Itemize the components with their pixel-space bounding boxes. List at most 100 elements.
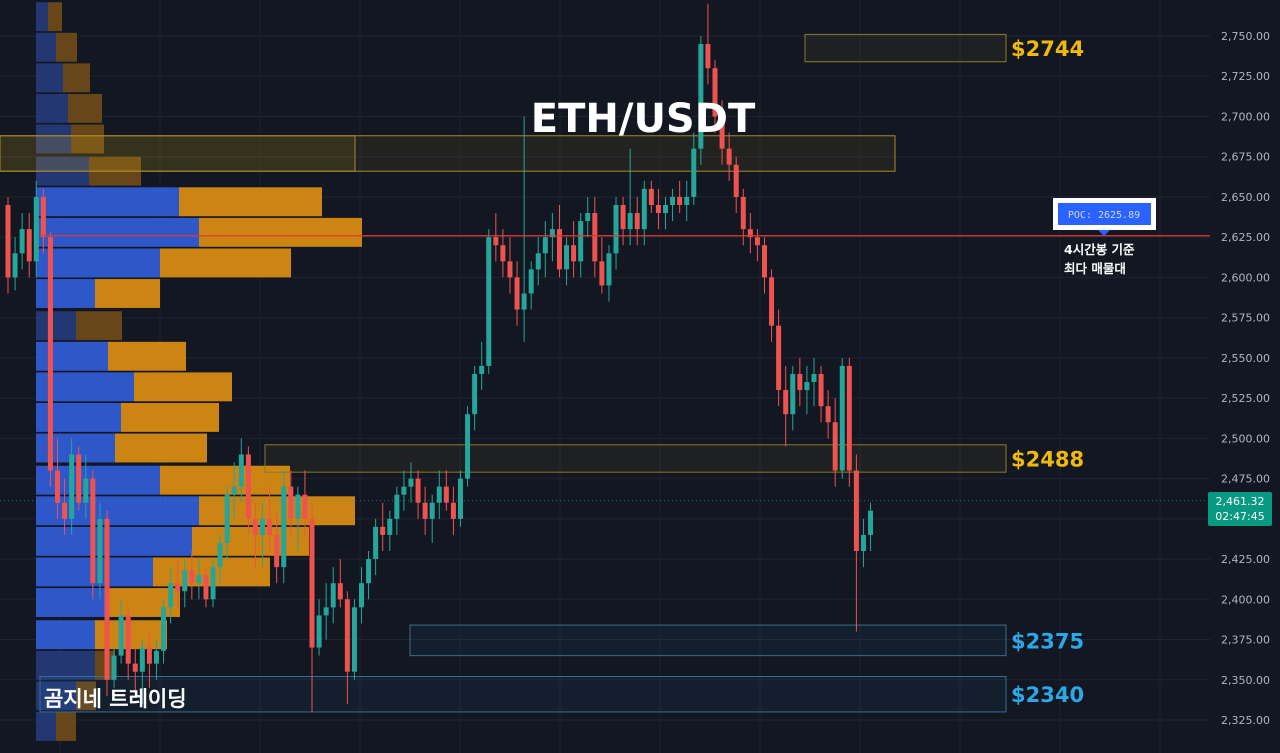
candle[interactable]	[592, 196, 598, 278]
candle[interactable]	[69, 438, 75, 535]
candle[interactable]	[118, 599, 124, 664]
candle[interactable]	[514, 261, 520, 326]
candle[interactable]	[5, 196, 11, 294]
candle[interactable]	[648, 180, 654, 214]
candle[interactable]	[309, 502, 315, 712]
candle[interactable]	[189, 551, 195, 600]
candle[interactable]	[712, 60, 718, 133]
candle[interactable]	[606, 245, 612, 302]
candle[interactable]	[670, 188, 676, 222]
candle[interactable]	[868, 502, 874, 552]
candle[interactable]	[535, 237, 541, 286]
candle[interactable]	[316, 599, 322, 656]
candle[interactable]	[571, 221, 577, 278]
candle[interactable]	[860, 518, 866, 568]
candlesticks[interactable]	[5, 3, 874, 712]
candle[interactable]	[245, 446, 251, 535]
candle[interactable]	[281, 470, 287, 584]
candle[interactable]	[54, 438, 60, 519]
candle[interactable]	[125, 607, 131, 680]
candle[interactable]	[302, 470, 308, 535]
candle[interactable]	[479, 341, 485, 391]
candle[interactable]	[465, 406, 471, 487]
candle[interactable]	[818, 365, 824, 423]
candle[interactable]	[401, 470, 407, 511]
candle[interactable]	[578, 213, 584, 278]
candle[interactable]	[153, 639, 159, 680]
candle[interactable]	[260, 502, 266, 568]
candle[interactable]	[733, 156, 739, 214]
candle[interactable]	[373, 518, 379, 576]
candle[interactable]	[564, 237, 570, 286]
candle[interactable]	[450, 486, 456, 535]
candle[interactable]	[203, 567, 209, 608]
candle[interactable]	[295, 486, 301, 552]
candle[interactable]	[97, 502, 103, 600]
candle[interactable]	[691, 132, 697, 205]
candle[interactable]	[634, 196, 640, 246]
candle[interactable]	[90, 470, 96, 600]
candle[interactable]	[620, 196, 626, 246]
candle[interactable]	[839, 357, 845, 479]
candle[interactable]	[790, 365, 796, 431]
candle[interactable]	[175, 559, 181, 608]
candle[interactable]	[288, 470, 294, 535]
candle[interactable]	[783, 365, 789, 447]
candle[interactable]	[493, 213, 499, 262]
candle[interactable]	[62, 478, 68, 535]
candle[interactable]	[663, 196, 669, 230]
candle[interactable]	[182, 559, 188, 608]
candle[interactable]	[12, 237, 18, 291]
candle[interactable]	[380, 502, 386, 552]
candle[interactable]	[139, 639, 145, 704]
candle[interactable]	[486, 229, 492, 374]
candle[interactable]	[359, 567, 364, 624]
candle[interactable]	[832, 398, 838, 487]
candle[interactable]	[83, 454, 89, 519]
candle[interactable]	[111, 647, 117, 688]
candle[interactable]	[507, 237, 513, 294]
candle[interactable]	[252, 502, 258, 568]
candle[interactable]	[224, 486, 230, 560]
candle[interactable]	[776, 309, 782, 407]
candle[interactable]	[549, 213, 555, 262]
candle[interactable]	[168, 567, 174, 624]
candle[interactable]	[217, 534, 223, 584]
candle[interactable]	[528, 261, 534, 310]
candle[interactable]	[825, 390, 831, 439]
candle[interactable]	[769, 269, 775, 342]
candle[interactable]	[747, 213, 753, 254]
candle[interactable]	[472, 365, 478, 431]
candle[interactable]	[846, 357, 852, 487]
candle[interactable]	[797, 357, 803, 407]
candle[interactable]	[585, 196, 591, 238]
candle[interactable]	[104, 510, 110, 696]
candle[interactable]	[556, 204, 562, 278]
candle[interactable]	[698, 36, 704, 165]
candle[interactable]	[394, 486, 400, 535]
candle[interactable]	[146, 631, 152, 688]
candle[interactable]	[267, 486, 273, 552]
candle[interactable]	[330, 567, 336, 624]
candle[interactable]	[132, 647, 138, 696]
candle[interactable]	[196, 559, 202, 600]
candle[interactable]	[366, 551, 372, 600]
candle[interactable]	[408, 462, 414, 503]
candle[interactable]	[627, 148, 633, 246]
candle[interactable]	[19, 213, 25, 270]
candle[interactable]	[500, 229, 506, 278]
candle[interactable]	[811, 357, 817, 407]
candle[interactable]	[726, 132, 732, 181]
candle[interactable]	[457, 470, 463, 527]
candle[interactable]	[76, 446, 82, 511]
candle[interactable]	[40, 188, 46, 254]
candle[interactable]	[161, 599, 167, 664]
candle[interactable]	[719, 100, 725, 165]
candle[interactable]	[853, 454, 859, 632]
candle[interactable]	[761, 237, 767, 294]
candle[interactable]	[429, 494, 435, 543]
candle[interactable]	[422, 486, 428, 535]
candle[interactable]	[542, 221, 548, 278]
candle[interactable]	[804, 365, 810, 415]
